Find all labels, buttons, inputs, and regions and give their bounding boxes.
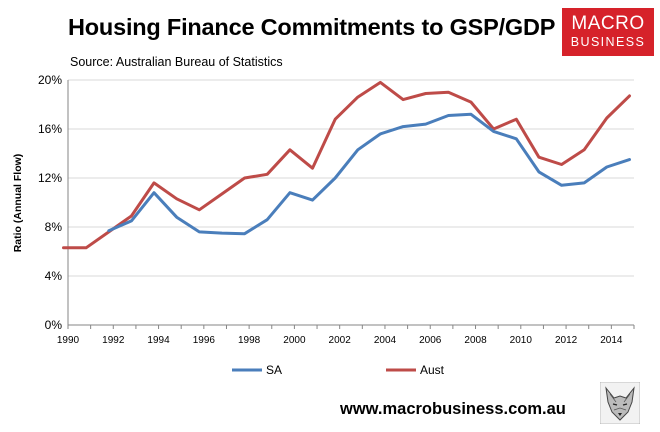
y-tick-label-0: 0%	[45, 318, 63, 332]
website-url[interactable]: www.macrobusiness.com.au	[340, 400, 566, 418]
axes	[67, 80, 635, 329]
gridlines	[68, 79, 634, 277]
chart-title: Housing Finance Commitments to GSP/GDP	[68, 14, 556, 40]
y-axis-label: Ratio (Annual Flow)	[12, 154, 24, 253]
y-tick-label-4: 4%	[45, 269, 63, 283]
series-line-sa	[107, 112, 631, 236]
y-tick-label-8: 8%	[45, 220, 63, 234]
y-tick-label-12: 12%	[38, 171, 62, 185]
x-tick-label-2004: 2004	[374, 335, 397, 346]
x-tick-label-2000: 2000	[283, 335, 306, 346]
legend: SA Aust	[232, 363, 445, 377]
legend-aust-label: Aust	[420, 363, 445, 377]
y-tick-label-20: 20%	[38, 73, 62, 87]
x-tick-label-1994: 1994	[147, 335, 170, 346]
x-tick-label-1998: 1998	[238, 335, 261, 346]
fox-mascot-icon	[600, 382, 640, 424]
logo-line2: BUSINESS	[570, 35, 646, 49]
y-tick-label-16: 16%	[38, 122, 62, 136]
x-tick-label-1990: 1990	[57, 335, 80, 346]
x-tick-label-1996: 1996	[193, 335, 216, 346]
x-tick-label-2010: 2010	[510, 335, 533, 346]
y-tick-labels: 0% 4% 8% 12% 16% 20%	[38, 73, 62, 332]
x-tick-label-2012: 2012	[555, 335, 578, 346]
chart-source: Source: Australian Bureau of Statistics	[70, 55, 283, 69]
series-line-aust	[62, 80, 631, 250]
x-tick-label-2006: 2006	[419, 335, 442, 346]
x-tick-label-1992: 1992	[102, 335, 125, 346]
series-lines	[62, 80, 631, 250]
x-tick-label-2008: 2008	[464, 335, 487, 346]
logo-line1: MACRO	[571, 13, 645, 34]
macrobusiness-logo: MACRO BUSINESS	[562, 8, 654, 56]
legend-sa-label: SA	[266, 363, 282, 377]
x-tick-labels: 1990 1992 1994 1996 1998 2000 2002 2004 2006 2008…	[57, 335, 623, 346]
x-tick-label-2002: 2002	[329, 335, 352, 346]
x-tick-label-2014: 2014	[600, 335, 623, 346]
